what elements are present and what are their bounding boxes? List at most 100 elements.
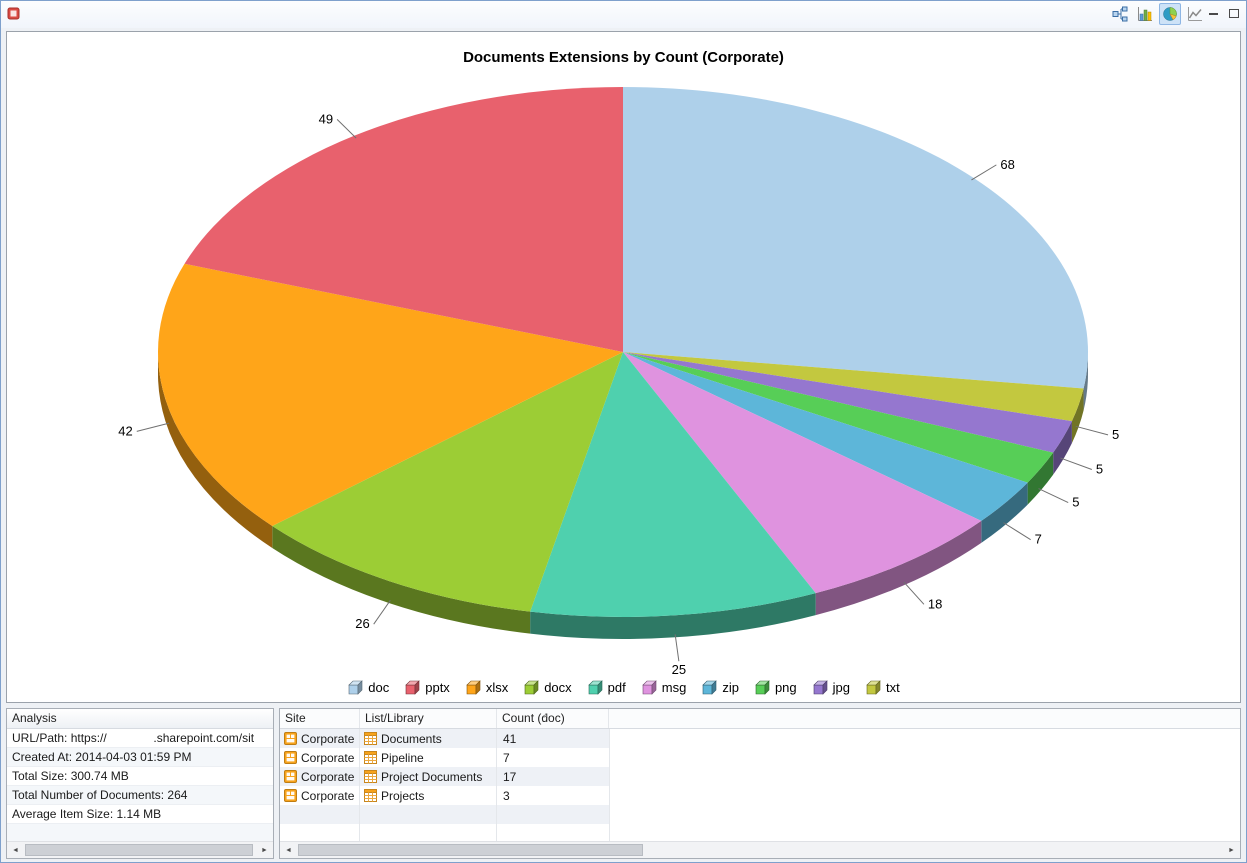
table-cell-0 [280,824,360,843]
slice-value-label: 7 [1035,532,1042,547]
pie-slice-side [981,482,1028,543]
column-header-2[interactable]: Count (doc) [497,709,609,728]
pie-slice-png[interactable] [623,352,1054,483]
scroll-thumb[interactable] [25,844,253,856]
doc-count: 41 [503,731,517,746]
pie-slice-zip[interactable] [623,352,1028,521]
legend-cube-icon [466,680,481,695]
table-row[interactable]: Corporate Documents 41 [280,729,610,748]
scroll-right-button[interactable] [1223,842,1240,858]
legend-item-zip[interactable]: zip [701,679,739,695]
pie-slice-jpg[interactable] [623,352,1072,453]
table-row[interactable]: Corporate Pipeline 7 [280,748,610,767]
slice-value-label: 5 [1072,495,1079,510]
legend-cube-icon [866,680,881,695]
pie-slice-txt[interactable] [623,352,1084,422]
doc-count: 3 [503,788,510,803]
list-icon [364,732,377,745]
legend-item-txt[interactable]: txt [865,679,900,695]
analysis-row[interactable]: Total Size: 300.74 MB [7,767,273,786]
table-cell-2 [497,805,610,824]
scroll-left-button[interactable] [7,842,24,858]
legend-label: png [774,679,797,695]
analysis-panel: Analysis URL/Path: https:// .sharepoint.… [6,708,274,859]
site-name: Corporate [301,788,355,803]
pie-slice-doc[interactable] [623,87,1088,389]
legend-item-msg[interactable]: msg [641,679,687,695]
analysis-row[interactable]: URL/Path: https:// .sharepoint.com/sit [7,729,273,748]
bar-chart-icon[interactable] [1134,3,1156,25]
analysis-rows: URL/Path: https:// .sharepoint.com/sit Cr… [7,729,273,843]
legend-item-png[interactable]: png [754,679,797,695]
pie-slice-side [815,520,982,616]
pie-slice-xlsx[interactable] [158,263,624,526]
label-leader-line [136,422,170,432]
pie-slice-msg[interactable] [623,352,982,594]
legend-item-pdf[interactable]: pdf [587,679,626,695]
analysis-row[interactable]: Average Item Size: 1.14 MB [7,805,273,824]
table-cell-1[interactable]: Projects [360,786,497,805]
site-name: Corporate [301,769,355,784]
legend-item-xlsx[interactable]: xlsx [465,679,508,695]
table-cell-0[interactable]: Corporate [280,786,360,805]
column-header-0[interactable]: Site [280,709,360,728]
analysis-horizontal-scrollbar[interactable] [7,841,273,858]
legend-cube-icon [587,680,603,695]
label-leader-line [971,164,997,181]
table-rows: Corporate Documents 41 Corporate Pipeline 7 Co… [280,729,1240,843]
table-cell-0[interactable]: Corporate [280,748,360,767]
table-cell-2[interactable]: 41 [497,729,610,748]
slice-value-label: 5 [1096,461,1103,476]
legend-item-jpg[interactable]: jpg [812,679,850,695]
app-icon [7,7,20,20]
minimize-button[interactable] [1207,5,1220,19]
scroll-left-button[interactable] [280,842,297,858]
slice-value-label: 18 [928,596,942,611]
legend-label: jpg [832,679,850,695]
legend-item-doc[interactable]: doc [347,679,389,695]
scroll-right-button[interactable] [256,842,273,858]
label-leader-line [1060,457,1092,470]
label-leader-line [373,600,391,625]
table-row [280,824,610,843]
table-cell-2[interactable]: 7 [497,748,610,767]
org-chart-icon[interactable] [1109,3,1131,25]
line-chart-icon[interactable] [1184,3,1206,25]
pie-slice-pdf[interactable] [530,352,816,617]
table-cell-2[interactable]: 3 [497,786,610,805]
legend-cube-icon [642,680,657,695]
table-cell-0[interactable]: Corporate [280,729,360,748]
table-cell-1 [360,805,497,824]
slice-value-label: 49 [319,111,333,126]
analysis-row[interactable]: Created At: 2014-04-03 01:59 PM [7,748,273,767]
pie-chart-icon[interactable] [1159,3,1181,25]
pie-slice-docx[interactable] [272,352,623,612]
window-controls [1207,5,1240,19]
site-name: Corporate [301,731,355,746]
table-row[interactable]: Corporate Projects 3 [280,786,610,805]
table-cell-2[interactable]: 17 [497,767,610,786]
library-name: Project Documents [381,769,483,784]
table-cell-1[interactable]: Project Documents [360,767,497,786]
legend-label: msg [661,679,687,695]
pie-slice-side [1027,452,1054,505]
legend-label: xlsx [485,679,509,695]
table-horizontal-scrollbar[interactable] [280,841,1240,858]
analysis-row[interactable]: Total Number of Documents: 264 [7,786,273,805]
pie-slice-pptx[interactable] [184,87,623,352]
doc-count: 17 [503,769,517,784]
table-cell-1[interactable]: Documents [360,729,497,748]
scroll-thumb[interactable] [298,844,643,856]
legend-cube-icon [405,680,420,695]
legend-item-pptx[interactable]: pptx [404,679,450,695]
table-row[interactable]: Corporate Project Documents 17 [280,767,610,786]
legend-item-docx[interactable]: docx [523,679,572,695]
column-header-1[interactable]: List/Library [360,709,497,728]
legend-cube-icon [524,680,539,695]
legend-label: docx [544,679,572,695]
table-cell-0[interactable]: Corporate [280,767,360,786]
maximize-button[interactable] [1227,5,1240,19]
legend-cube-icon [755,680,770,695]
table-cell-1[interactable]: Pipeline [360,748,497,767]
